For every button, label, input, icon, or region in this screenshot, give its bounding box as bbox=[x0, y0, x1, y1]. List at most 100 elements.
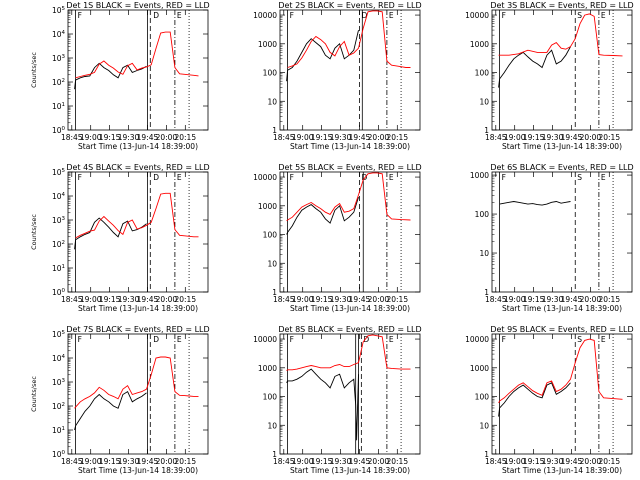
x-tick-label: 19:15 bbox=[311, 133, 333, 142]
event-marker-label: S bbox=[577, 335, 582, 344]
x-tick-label: 19:45 bbox=[137, 133, 159, 142]
y-tick-label: 104 bbox=[52, 354, 66, 363]
panels-group: Det 1S BLACK = Events, RED = LLD10010110… bbox=[30, 1, 634, 475]
plot-frame bbox=[67, 171, 209, 293]
chart-title: Det 5S BLACK = Events, RED = LLD bbox=[278, 163, 421, 172]
chart-title: Det 7S BLACK = Events, RED = LLD bbox=[66, 325, 209, 334]
x-tick-label: 20:15 bbox=[598, 457, 620, 466]
chart-panel-9: Det 9S BLACK = Events, RED = LLD 1 10 100 10… bbox=[465, 325, 634, 475]
x-tick-label: 19:00 bbox=[292, 133, 314, 142]
x-tick-label: 20:00 bbox=[368, 457, 390, 466]
y-tick-label: 10000 bbox=[253, 173, 277, 182]
chart-panel-7: Det 7S BLACK = Events, RED = LLD 100 101 10… bbox=[30, 325, 210, 475]
series-black-line bbox=[498, 382, 571, 417]
y-axis-label: Counts/sec bbox=[30, 376, 38, 412]
x-tick-label: 19:15 bbox=[99, 133, 121, 142]
y-tick-label: 100 bbox=[52, 450, 66, 459]
event-marker-label: D bbox=[153, 11, 159, 20]
y-tick-label: 10 bbox=[479, 421, 489, 430]
x-tick-label: 20:00 bbox=[156, 295, 178, 304]
event-marker-label: E bbox=[601, 11, 606, 20]
series-red-line bbox=[287, 10, 411, 68]
x-tick-label: 19:00 bbox=[80, 133, 102, 142]
x-axis-label: Start Time (13-Jun-14 18:39:00) bbox=[78, 304, 198, 313]
x-tick-label: 20:00 bbox=[580, 295, 602, 304]
y-tick-label: 103 bbox=[52, 378, 66, 387]
x-axis-label: Start Time (13-Jun-14 18:39:00) bbox=[502, 466, 622, 475]
x-tick-label: 20:15 bbox=[598, 295, 620, 304]
y-tick-label: 100 bbox=[52, 288, 66, 297]
chart-panel-2: Det 2S BLACK = Events, RED = LLD 1 10 100 10… bbox=[253, 1, 422, 151]
y-tick-label: 10 bbox=[479, 249, 489, 258]
y-tick-label: 103 bbox=[52, 54, 66, 63]
x-tick-label: 20:00 bbox=[156, 133, 178, 142]
y-tick-label: 10 bbox=[479, 97, 489, 106]
event-marker-label: F bbox=[290, 335, 294, 344]
x-axis-label: Start Time (13-Jun-14 18:39:00) bbox=[290, 142, 410, 151]
y-tick-label: 103 bbox=[52, 216, 66, 225]
x-tick-label: 19:45 bbox=[137, 457, 159, 466]
x-tick-label: 19:00 bbox=[80, 295, 102, 304]
y-tick-label: 100 bbox=[475, 210, 490, 219]
plot-frame bbox=[491, 333, 633, 455]
series-red-line bbox=[498, 13, 623, 57]
y-tick-label: 105 bbox=[52, 6, 66, 15]
y-tick-label: 101 bbox=[52, 102, 65, 111]
y-tick-label: 100 bbox=[263, 69, 278, 78]
plot-frame bbox=[491, 171, 633, 293]
y-tick-label: 1000 bbox=[470, 171, 489, 180]
y-tick-label: 1000 bbox=[258, 202, 277, 211]
y-tick-label: 10000 bbox=[465, 335, 489, 344]
chart-panel-5: Det 5S BLACK = Events, RED = LLD 1 10 100 10… bbox=[253, 163, 422, 313]
y-tick-label: 10 bbox=[267, 259, 277, 268]
x-tick-label: 19:45 bbox=[561, 457, 583, 466]
event-marker-label: D bbox=[363, 335, 369, 344]
x-tick-label: 20:00 bbox=[580, 133, 602, 142]
event-marker-label: E bbox=[177, 173, 182, 182]
x-tick-label: 19:00 bbox=[504, 457, 526, 466]
event-marker-label: F bbox=[502, 11, 506, 20]
x-tick-label: 19:15 bbox=[311, 457, 333, 466]
x-tick-label: 20:15 bbox=[174, 295, 196, 304]
x-tick-label: 19:30 bbox=[118, 457, 140, 466]
event-marker-label: E bbox=[601, 173, 606, 182]
event-marker-label: F bbox=[78, 11, 82, 20]
y-tick-label: 1 bbox=[484, 126, 489, 135]
x-axis-label: Start Time (13-Jun-14 18:39:00) bbox=[290, 466, 410, 475]
chart-title: Det 6S BLACK = Events, RED = LLD bbox=[490, 163, 633, 172]
x-tick-label: 19:15 bbox=[311, 295, 333, 304]
series-red-line bbox=[286, 334, 411, 371]
y-tick-label: 10000 bbox=[253, 335, 277, 344]
y-tick-label: 10 bbox=[267, 421, 277, 430]
x-tick-label: 20:15 bbox=[598, 133, 620, 142]
chart-title: Det 9S BLACK = Events, RED = LLD bbox=[490, 325, 633, 334]
x-tick-label: 18:45 bbox=[61, 457, 83, 466]
y-tick-label: 100 bbox=[263, 231, 278, 240]
y-tick-label: 102 bbox=[52, 402, 65, 411]
event-marker-label: E bbox=[389, 11, 394, 20]
y-tick-label: 104 bbox=[52, 192, 66, 201]
event-marker-label: F bbox=[290, 11, 294, 20]
y-tick-label: 1000 bbox=[258, 40, 277, 49]
y-tick-label: 1 bbox=[272, 126, 277, 135]
x-tick-label: 19:45 bbox=[137, 295, 159, 304]
plot-frame bbox=[279, 9, 421, 131]
x-axis-label: Start Time (13-Jun-14 18:39:00) bbox=[290, 304, 410, 313]
x-tick-label: 19:15 bbox=[523, 133, 545, 142]
y-tick-label: 102 bbox=[52, 240, 65, 249]
y-tick-label: 105 bbox=[52, 168, 66, 177]
x-tick-label: 20:00 bbox=[580, 457, 602, 466]
event-marker-label: E bbox=[601, 335, 606, 344]
y-tick-label: 1000 bbox=[470, 40, 489, 49]
x-tick-label: 19:15 bbox=[523, 295, 545, 304]
x-tick-label: 19:45 bbox=[561, 295, 583, 304]
chart-title: Det 2S BLACK = Events, RED = LLD bbox=[278, 1, 421, 10]
y-axis-label: Counts/sec bbox=[30, 52, 38, 88]
y-tick-label: 1 bbox=[484, 450, 489, 459]
event-marker-label: D bbox=[361, 11, 367, 20]
x-tick-label: 20:15 bbox=[174, 133, 196, 142]
chart-title: Det 4S BLACK = Events, RED = LLD bbox=[66, 163, 209, 172]
x-axis-label: Start Time (13-Jun-14 18:39:00) bbox=[502, 142, 622, 151]
x-tick-label: 19:30 bbox=[118, 295, 140, 304]
x-tick-label: 19:45 bbox=[349, 133, 371, 142]
